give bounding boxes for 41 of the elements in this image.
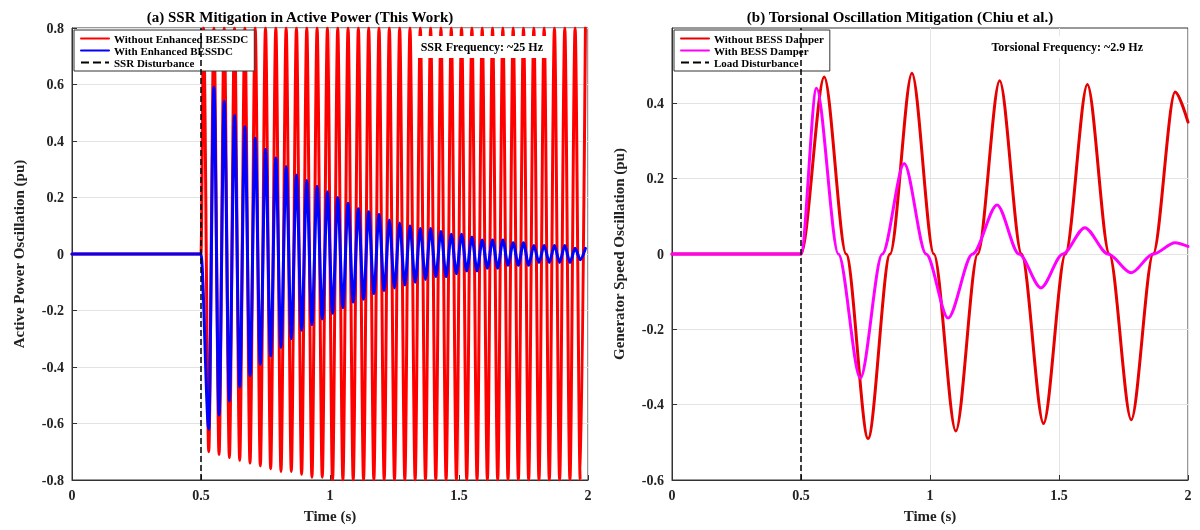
y-tick-label: 0.2 xyxy=(646,171,664,187)
x-tick-label: 1 xyxy=(326,487,334,503)
y-axis-title: Generator Speed Oscillation (pu) xyxy=(610,148,628,360)
y-tick-label: -0.4 xyxy=(641,397,664,413)
line-series xyxy=(70,85,587,431)
x-tick-label: 2 xyxy=(1184,487,1192,503)
y-tick-label: 0.2 xyxy=(46,190,64,205)
x-tick-label: 1.5 xyxy=(1050,487,1068,503)
x-tick-label: 1.5 xyxy=(450,487,468,503)
y-tick-label: 0 xyxy=(57,246,64,262)
x-axis-title: Time (s) xyxy=(903,507,957,525)
legend-label: Without BESS Damper xyxy=(714,32,824,45)
ref-line-label: Load Disturbance xyxy=(714,56,799,69)
legend-label: Without Enhanced BESSDC xyxy=(114,32,249,45)
chart-title: (a) SSR Mitigation in Active Power (This Work) xyxy=(146,8,454,26)
y-tick-label: -0.2 xyxy=(41,303,64,318)
line-series xyxy=(670,86,1190,380)
y-axis-title: Active Power Oscillation (pu) xyxy=(10,159,28,349)
chart-title: (b) Torsional Oscillation Mitigation (Chiu et al.) xyxy=(746,8,1054,26)
y-tick-label: 0.4 xyxy=(46,133,64,149)
y-tick-label: -0.6 xyxy=(641,472,664,488)
y-tick-label: -0.4 xyxy=(41,359,64,375)
y-tick-label: -0.8 xyxy=(41,472,64,488)
y-tick-label: -0.6 xyxy=(41,416,64,431)
ref-line-label: SSR Disturbance xyxy=(114,56,195,69)
y-tick-label: 0.4 xyxy=(646,95,664,111)
x-tick-label: 0.5 xyxy=(792,487,810,503)
x-tick-label: 2 xyxy=(584,487,592,503)
legend-label: With Enhanced BESSDC xyxy=(114,44,234,57)
y-tick-label: 0.6 xyxy=(46,77,64,92)
y-tick-label: 0.8 xyxy=(46,20,64,36)
annotation: Torsional Frequency: ~2.9 Hz xyxy=(991,40,1144,54)
annotation: SSR Frequency: ~25 Hz xyxy=(420,40,544,54)
x-tick-label: 0.5 xyxy=(192,487,210,503)
y-tick-label: 0 xyxy=(657,246,664,262)
x-tick-label: 0 xyxy=(68,487,76,503)
x-axis-title: Time (s) xyxy=(303,507,357,525)
x-tick-label: 0 xyxy=(668,487,676,503)
y-tick-label: -0.2 xyxy=(641,321,664,337)
x-tick-label: 1 xyxy=(926,487,934,503)
legend-label: With BESS Damper xyxy=(714,44,809,57)
